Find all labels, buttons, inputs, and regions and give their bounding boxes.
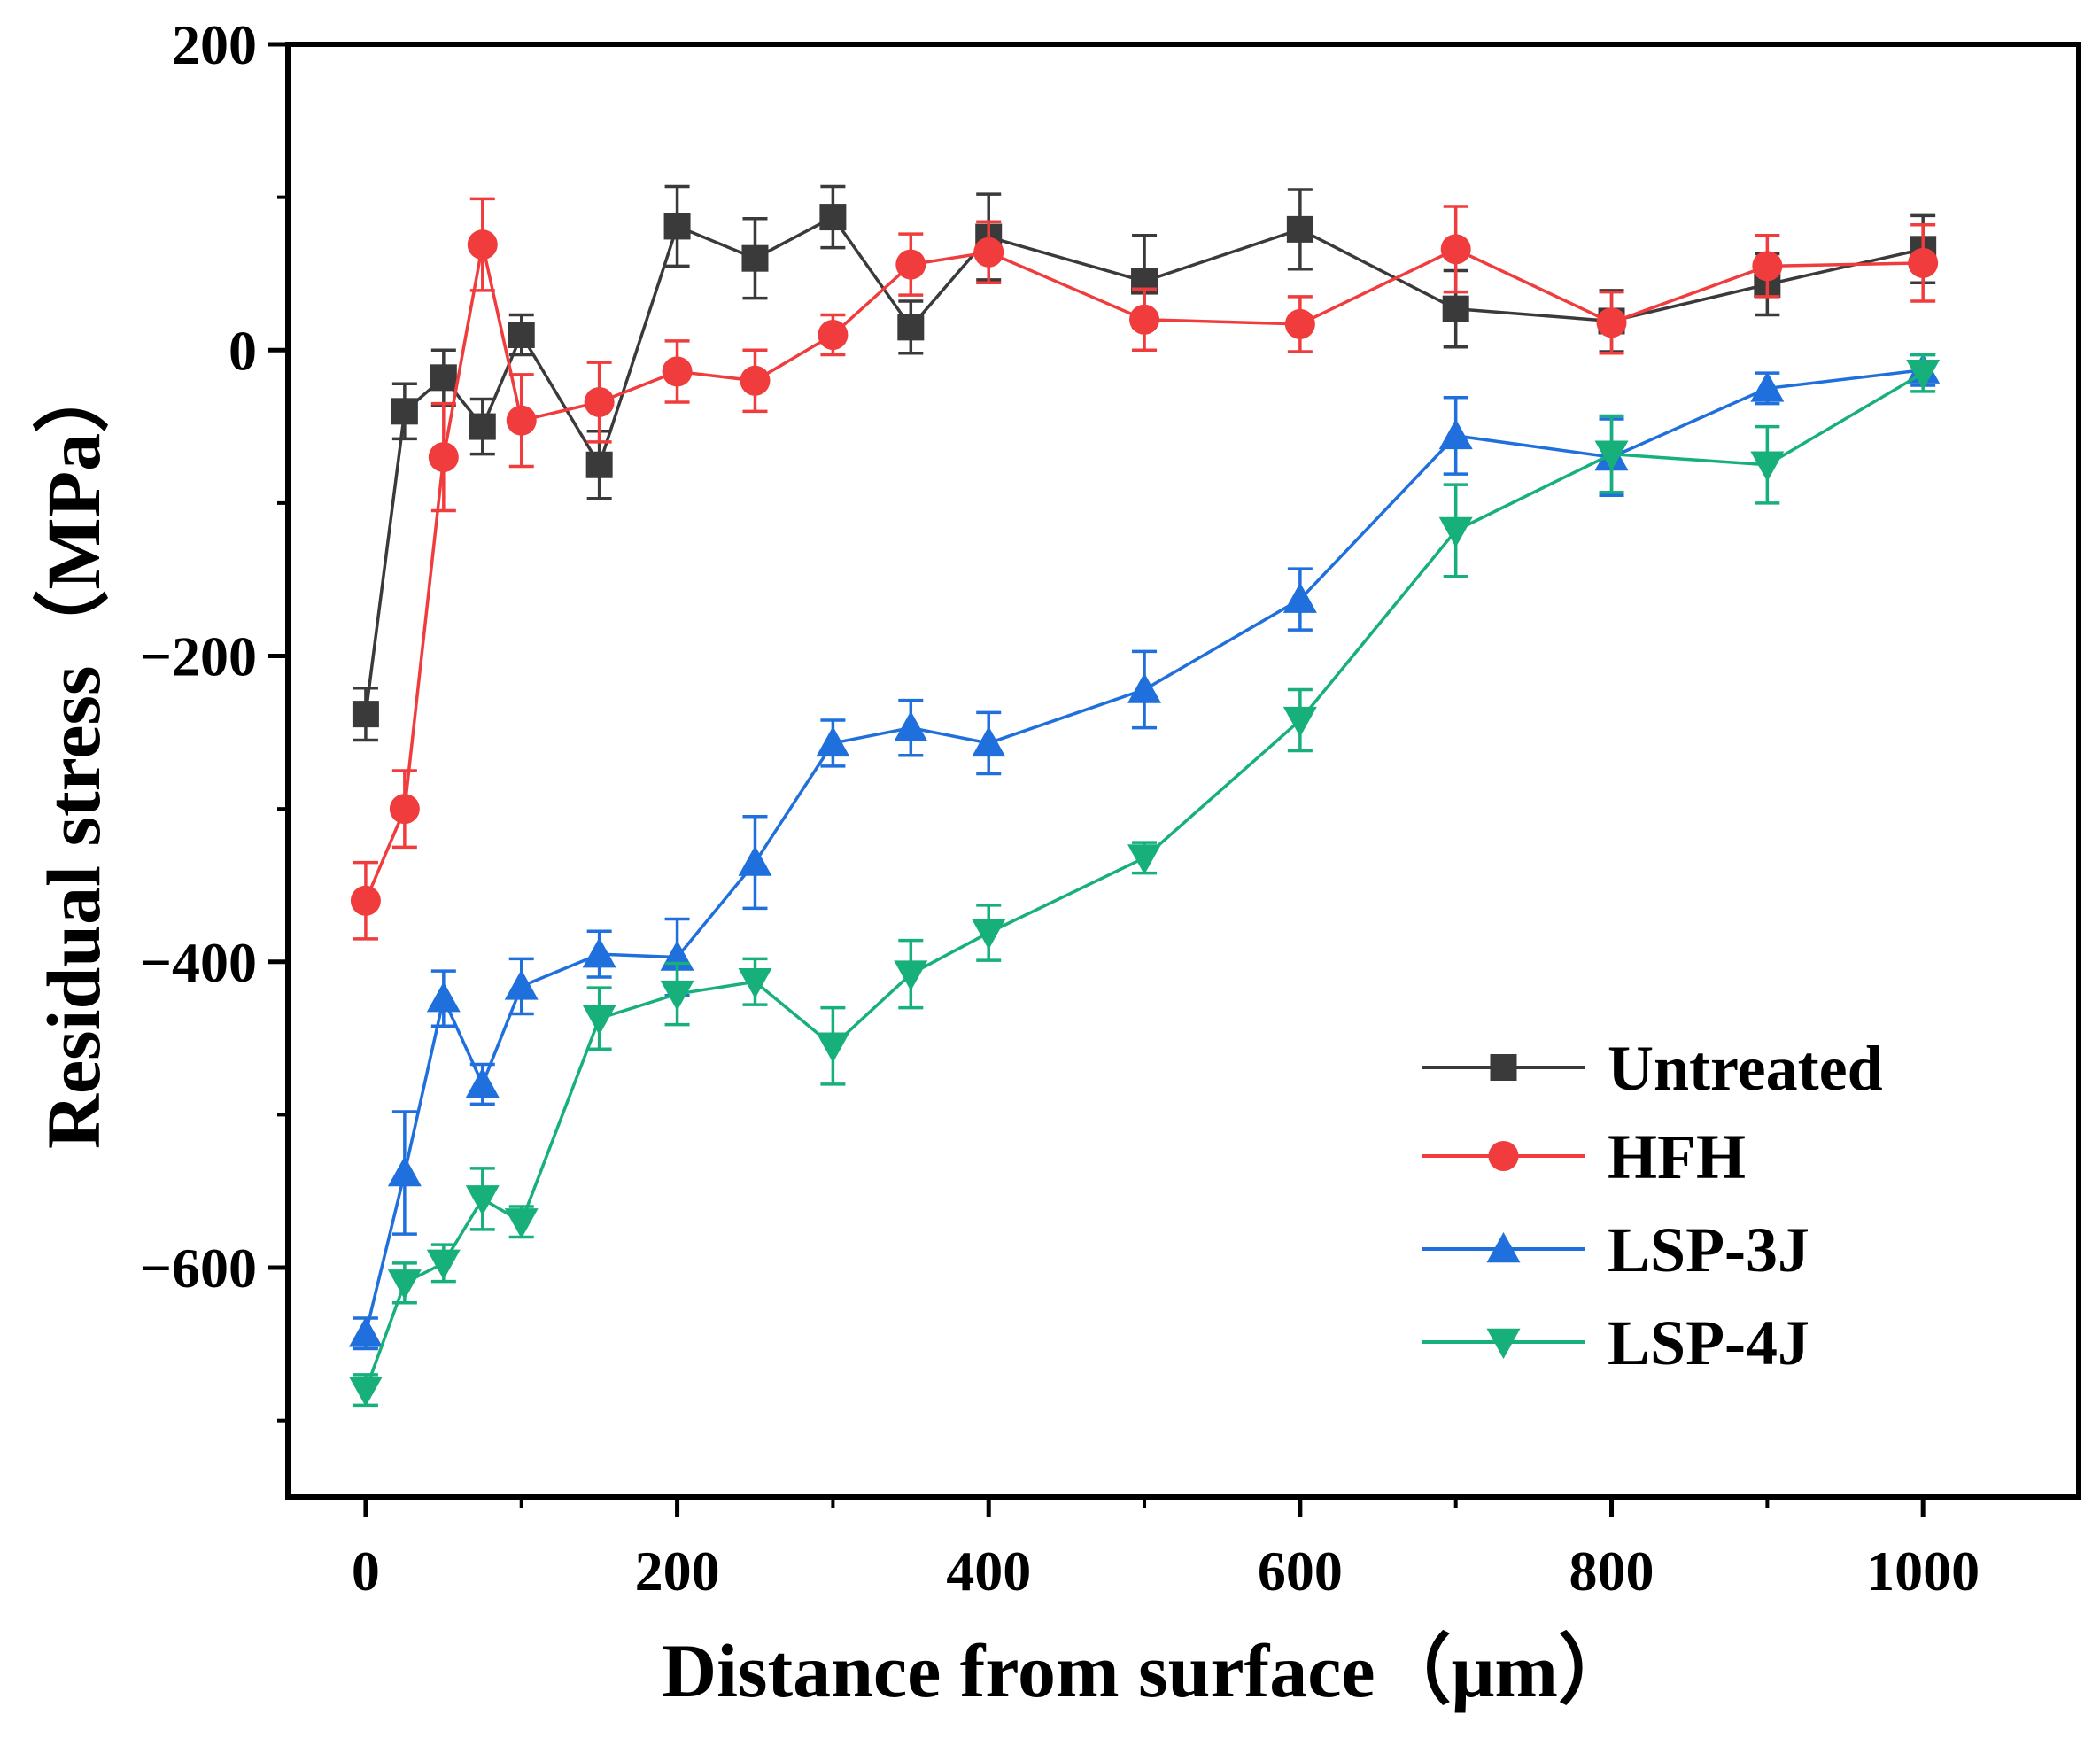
legend-item-untreated: Untreated [1422,1033,1883,1104]
x-tick-label: 1000 [1866,1540,1980,1602]
data-point [352,701,379,728]
legend-label: HFH [1608,1121,1746,1192]
legend-label: LSP-3J [1608,1214,1809,1285]
data-point [348,1376,383,1408]
data-point [662,356,693,387]
series-lsp-4j [348,353,1941,1408]
data-point [897,314,925,341]
x-tick-label: 600 [1258,1540,1343,1602]
data-point [391,398,418,425]
axes: 0 200 400 600 800 1000 200 0 −200 −400 −600 Distanc… [31,13,2081,1713]
legend-item-lsp-3j: LSP-3J [1422,1214,1809,1285]
data-point [663,213,691,240]
data-point [1282,706,1317,738]
data-point [894,960,928,991]
data-point [426,982,461,1013]
data-point [738,968,772,999]
data-point [426,1249,461,1280]
y-tick-label: 200 [172,13,257,76]
data-point [1750,371,1785,402]
data-point [1284,308,1315,339]
data-point [1438,516,1473,547]
x-tick-label: 200 [635,1540,720,1602]
data-point [1906,359,1941,391]
data-point [582,1005,616,1036]
data-point [506,405,537,436]
legend-item-lsp-4j: LSP-4J [1422,1307,1809,1378]
data-point [584,386,615,417]
x-tick-label: 800 [1569,1540,1654,1602]
y-tick-label: −600 [140,1237,257,1300]
data-point [819,204,847,231]
data-point [350,885,381,916]
data-point [1129,304,1160,335]
data-point [895,249,926,280]
legend-item-hfh: HFH [1422,1121,1746,1192]
data-point [972,919,1006,950]
data-point [741,244,769,272]
data-point [738,845,772,876]
data-point [428,442,459,473]
data-point [1908,247,1939,278]
data-point [389,794,420,825]
data-point [1286,215,1313,243]
data-point [387,1156,422,1187]
data-point [972,725,1006,757]
x-axis-title: Distance from surface（μm） [662,1628,1634,1713]
legend-label: LSP-4J [1608,1307,1809,1378]
legend-marker [1488,1141,1519,1171]
data-point [504,969,539,1000]
legend-marker [1490,1054,1517,1081]
y-axis-title: Residual stress（MPa） [31,357,116,1149]
data-point [1750,451,1785,482]
data-point [740,365,771,396]
x-tick-label: 0 [352,1540,380,1602]
data-point [816,725,850,757]
data-point [818,320,849,350]
x-tick-label: 400 [946,1540,1031,1602]
data-point [1596,307,1627,338]
data-point [1438,418,1473,450]
y-tick-label: −400 [140,931,257,994]
series-hfh [350,197,1939,941]
data-point [1282,582,1317,613]
data-point [508,322,535,348]
data-point [504,1208,539,1239]
data-point [582,937,616,968]
legend-marker [1486,1232,1521,1263]
data-point [1752,251,1783,282]
legend-marker [1486,1328,1521,1359]
data-point [973,237,1004,268]
plot-frame [285,42,2081,1500]
data-point [387,1269,422,1300]
y-tick-label: 0 [229,319,257,382]
data-point [585,451,613,478]
data-point [1594,440,1629,471]
series-layer [348,184,1941,1408]
data-point [894,710,928,741]
data-point [660,980,694,1012]
data-point [465,1067,500,1098]
data-point [1127,844,1162,875]
data-point [1442,295,1469,322]
data-point [469,413,496,440]
data-point [467,229,498,260]
legend: Untreated HFH LSP-3J LSP-4J [1422,1033,1883,1378]
data-point [430,364,457,392]
data-point [348,1316,383,1347]
data-point [1440,234,1471,265]
data-point [1127,672,1162,703]
data-point [816,1032,850,1063]
data-point [465,1185,500,1216]
y-tick-label: −200 [140,625,257,688]
legend-label: Untreated [1608,1033,1883,1104]
